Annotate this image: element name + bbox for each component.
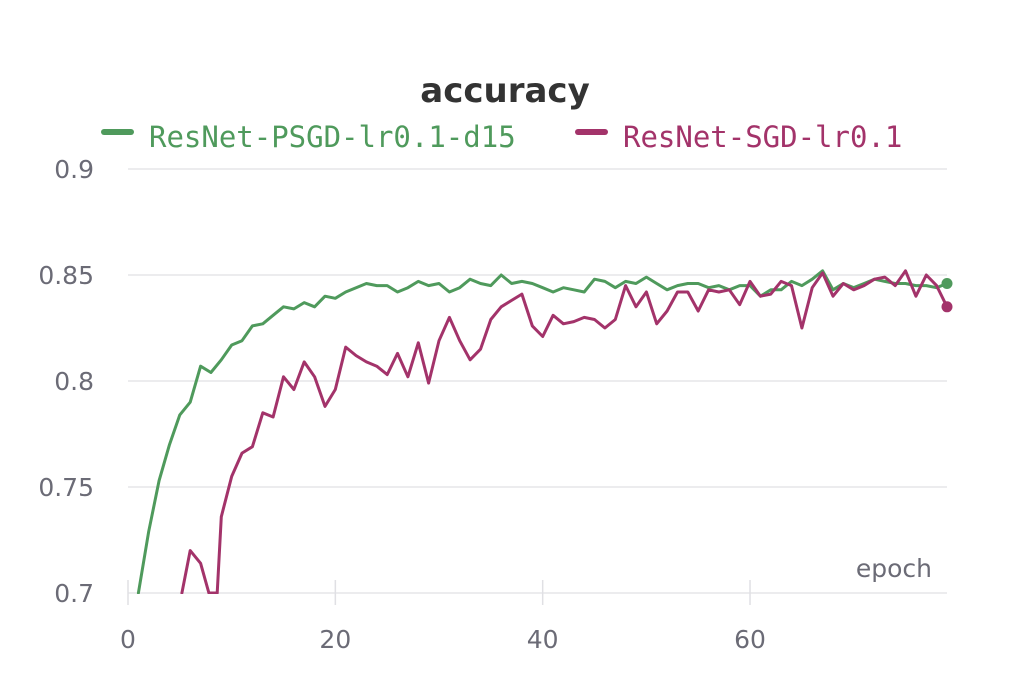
x-tick-label: 20 bbox=[319, 625, 351, 654]
x-tick-label: 0 bbox=[120, 625, 136, 654]
x-tick-label: 60 bbox=[734, 625, 766, 654]
y-tick-label: 0.8 bbox=[54, 367, 94, 396]
legend-label-2[interactable]: ResNet-SGD-lr0.1 bbox=[623, 120, 902, 154]
grid-lines bbox=[128, 168, 947, 594]
chart-title: accuracy bbox=[420, 71, 590, 111]
series-endpoints bbox=[941, 277, 953, 313]
y-tick-label: 0.9 bbox=[54, 155, 94, 184]
x-axis-title: epoch bbox=[856, 554, 932, 583]
y-axis-ticks: 0.7 0.75 0.8 0.85 0.9 bbox=[38, 155, 94, 608]
legend[interactable]: ResNet-PSGD-lr0.1-d15 ResNet-SGD-lr0.1 bbox=[101, 120, 902, 154]
series-endpoint-1 bbox=[941, 277, 953, 289]
y-tick-label: 0.75 bbox=[38, 473, 94, 502]
series-line-1 bbox=[136, 269, 949, 594]
series-lines bbox=[136, 269, 949, 594]
x-tick-label: 40 bbox=[527, 625, 559, 654]
x-axis-ticks: 0 20 40 60 bbox=[120, 580, 766, 654]
series-endpoint-2 bbox=[941, 301, 953, 313]
y-tick-label: 0.7 bbox=[54, 579, 94, 608]
legend-label-1[interactable]: ResNet-PSGD-lr0.1-d15 bbox=[149, 120, 516, 154]
y-tick-label: 0.85 bbox=[38, 261, 94, 290]
series-line-2 bbox=[180, 269, 949, 594]
